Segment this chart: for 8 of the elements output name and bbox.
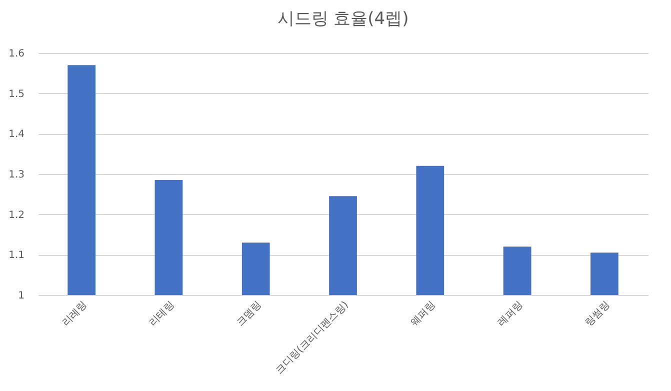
chart-title: 시드링 효율(4렙): [277, 9, 409, 29]
y-tick-label: 1.2: [8, 210, 24, 221]
y-tick-label: 1: [18, 290, 24, 302]
y-tick-label: 1.4: [8, 129, 24, 140]
y-tick-label: 1.6: [8, 48, 24, 60]
y-tick-label: 1.1: [8, 250, 24, 262]
y-tick-label: 1.5: [8, 88, 24, 100]
y-tick-label: 1.3: [8, 170, 24, 180]
